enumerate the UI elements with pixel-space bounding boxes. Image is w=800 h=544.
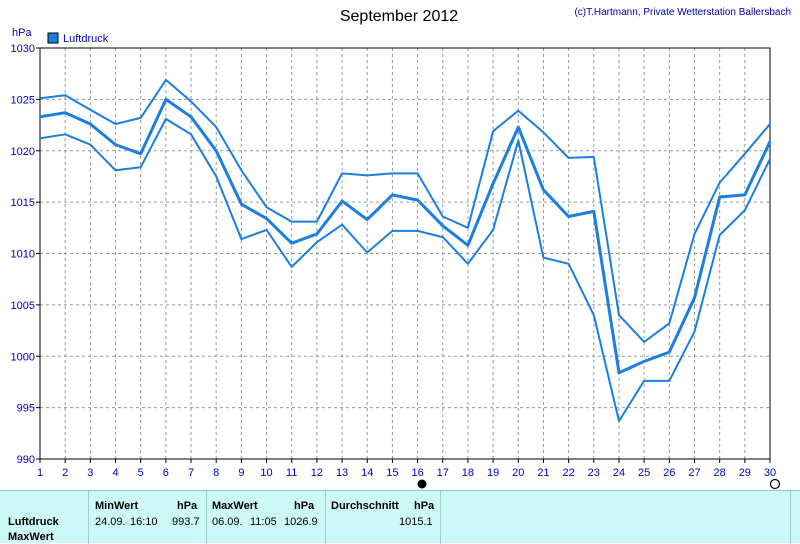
stats-divider xyxy=(88,491,89,544)
x-tick-label: 14 xyxy=(361,467,373,479)
pressure-chart: September 2012 (c)T.Hartmann, Private We… xyxy=(11,7,791,490)
min-value: 993.7 xyxy=(172,516,200,528)
x-tick-label: 18 xyxy=(462,467,474,479)
x-tick-label: 23 xyxy=(588,467,600,479)
y-tick-label: 1030 xyxy=(11,43,35,55)
x-tick-label: 17 xyxy=(437,467,449,479)
series-line-mean xyxy=(39,97,772,375)
credit-text: (c)T.Hartmann, Private Wetterstation Bal… xyxy=(574,7,791,18)
max-time: 11:05 xyxy=(250,516,277,528)
x-tick-label: 28 xyxy=(714,467,726,479)
stats-row-label: MaxWert xyxy=(8,531,54,543)
x-tick-label: 4 xyxy=(112,467,118,479)
x-tick-label: 16 xyxy=(411,467,423,479)
x-tick-label: 13 xyxy=(336,467,348,479)
max-date: 06.09. xyxy=(212,516,243,528)
stats-divider xyxy=(440,491,441,544)
x-tick-label: 6 xyxy=(163,467,169,479)
x-tick-label: 26 xyxy=(663,467,675,479)
stats-row-label: Luftdruck xyxy=(8,516,59,528)
min-date: 24.09. xyxy=(95,516,126,528)
x-tick-label: 15 xyxy=(386,467,398,479)
stats-divider xyxy=(790,491,791,544)
y-tick-label: 995 xyxy=(17,403,35,415)
x-tick-label: 22 xyxy=(562,467,574,479)
x-tick-label: 5 xyxy=(138,467,144,479)
series-line-max xyxy=(39,78,771,343)
max-value: 1026.9 xyxy=(284,516,318,528)
series-lines xyxy=(39,78,772,422)
x-tick-label: 29 xyxy=(739,467,751,479)
legend-label: Luftdruck xyxy=(63,33,109,45)
x-tick-label: 30 xyxy=(764,467,776,479)
x-tick-label: 9 xyxy=(238,467,244,479)
x-tick-label: 19 xyxy=(487,467,499,479)
y-tick-label: 1000 xyxy=(11,351,35,363)
x-tick-label: 12 xyxy=(311,467,323,479)
y-axis-unit: hPa xyxy=(12,27,32,39)
y-tick-label: 1025 xyxy=(11,94,35,106)
stats-divider xyxy=(206,491,207,544)
min-unit: hPa xyxy=(177,500,198,512)
max-header: MaxWert xyxy=(212,500,258,512)
x-tick-label: 2 xyxy=(62,467,68,479)
min-header: MinWert xyxy=(95,500,139,512)
x-tick-label: 21 xyxy=(537,467,549,479)
x-tick-label: 27 xyxy=(688,467,700,479)
y-tick-label: 1020 xyxy=(11,146,35,158)
x-tick-label: 24 xyxy=(613,467,625,479)
max-unit: hPa xyxy=(294,500,315,512)
y-tick-label: 1005 xyxy=(11,300,35,312)
x-tick-label: 25 xyxy=(638,467,650,479)
grid xyxy=(40,48,770,459)
x-tick-label: 3 xyxy=(87,467,93,479)
series-line-min xyxy=(39,117,771,422)
x-tick-label: 7 xyxy=(188,467,194,479)
stats-divider xyxy=(325,491,326,544)
plot-frame xyxy=(39,47,771,460)
x-tick-label: 8 xyxy=(213,467,219,479)
avg-header: Durchschnitt xyxy=(331,500,399,512)
x-tick-label: 10 xyxy=(260,467,272,479)
legend-swatch xyxy=(47,32,59,44)
day-30-marker xyxy=(769,478,781,490)
axes: 1 2 3 4 5 6 7 8 9 10 11 12 13 14 15 16 17 18 19 20 21 22 23 24 2… xyxy=(11,43,777,479)
avg-value: 1015.1 xyxy=(399,516,433,528)
y-tick-label: 1010 xyxy=(11,249,35,261)
x-tick-label: 11 xyxy=(286,467,297,479)
y-tick-label: 1015 xyxy=(11,197,35,209)
day-16-marker xyxy=(417,479,427,489)
min-time: 16:10 xyxy=(130,516,158,528)
axis-markers xyxy=(417,478,781,490)
x-tick-label: 1 xyxy=(37,467,43,479)
chart-title: September 2012 xyxy=(340,8,458,25)
avg-unit: hPa xyxy=(414,500,435,512)
x-tick-label: 20 xyxy=(512,467,524,479)
statistics-panel: Luftdruck MaxWert MinWert hPa 24.09. 16:… xyxy=(0,490,800,544)
y-tick-label: 990 xyxy=(17,454,35,466)
